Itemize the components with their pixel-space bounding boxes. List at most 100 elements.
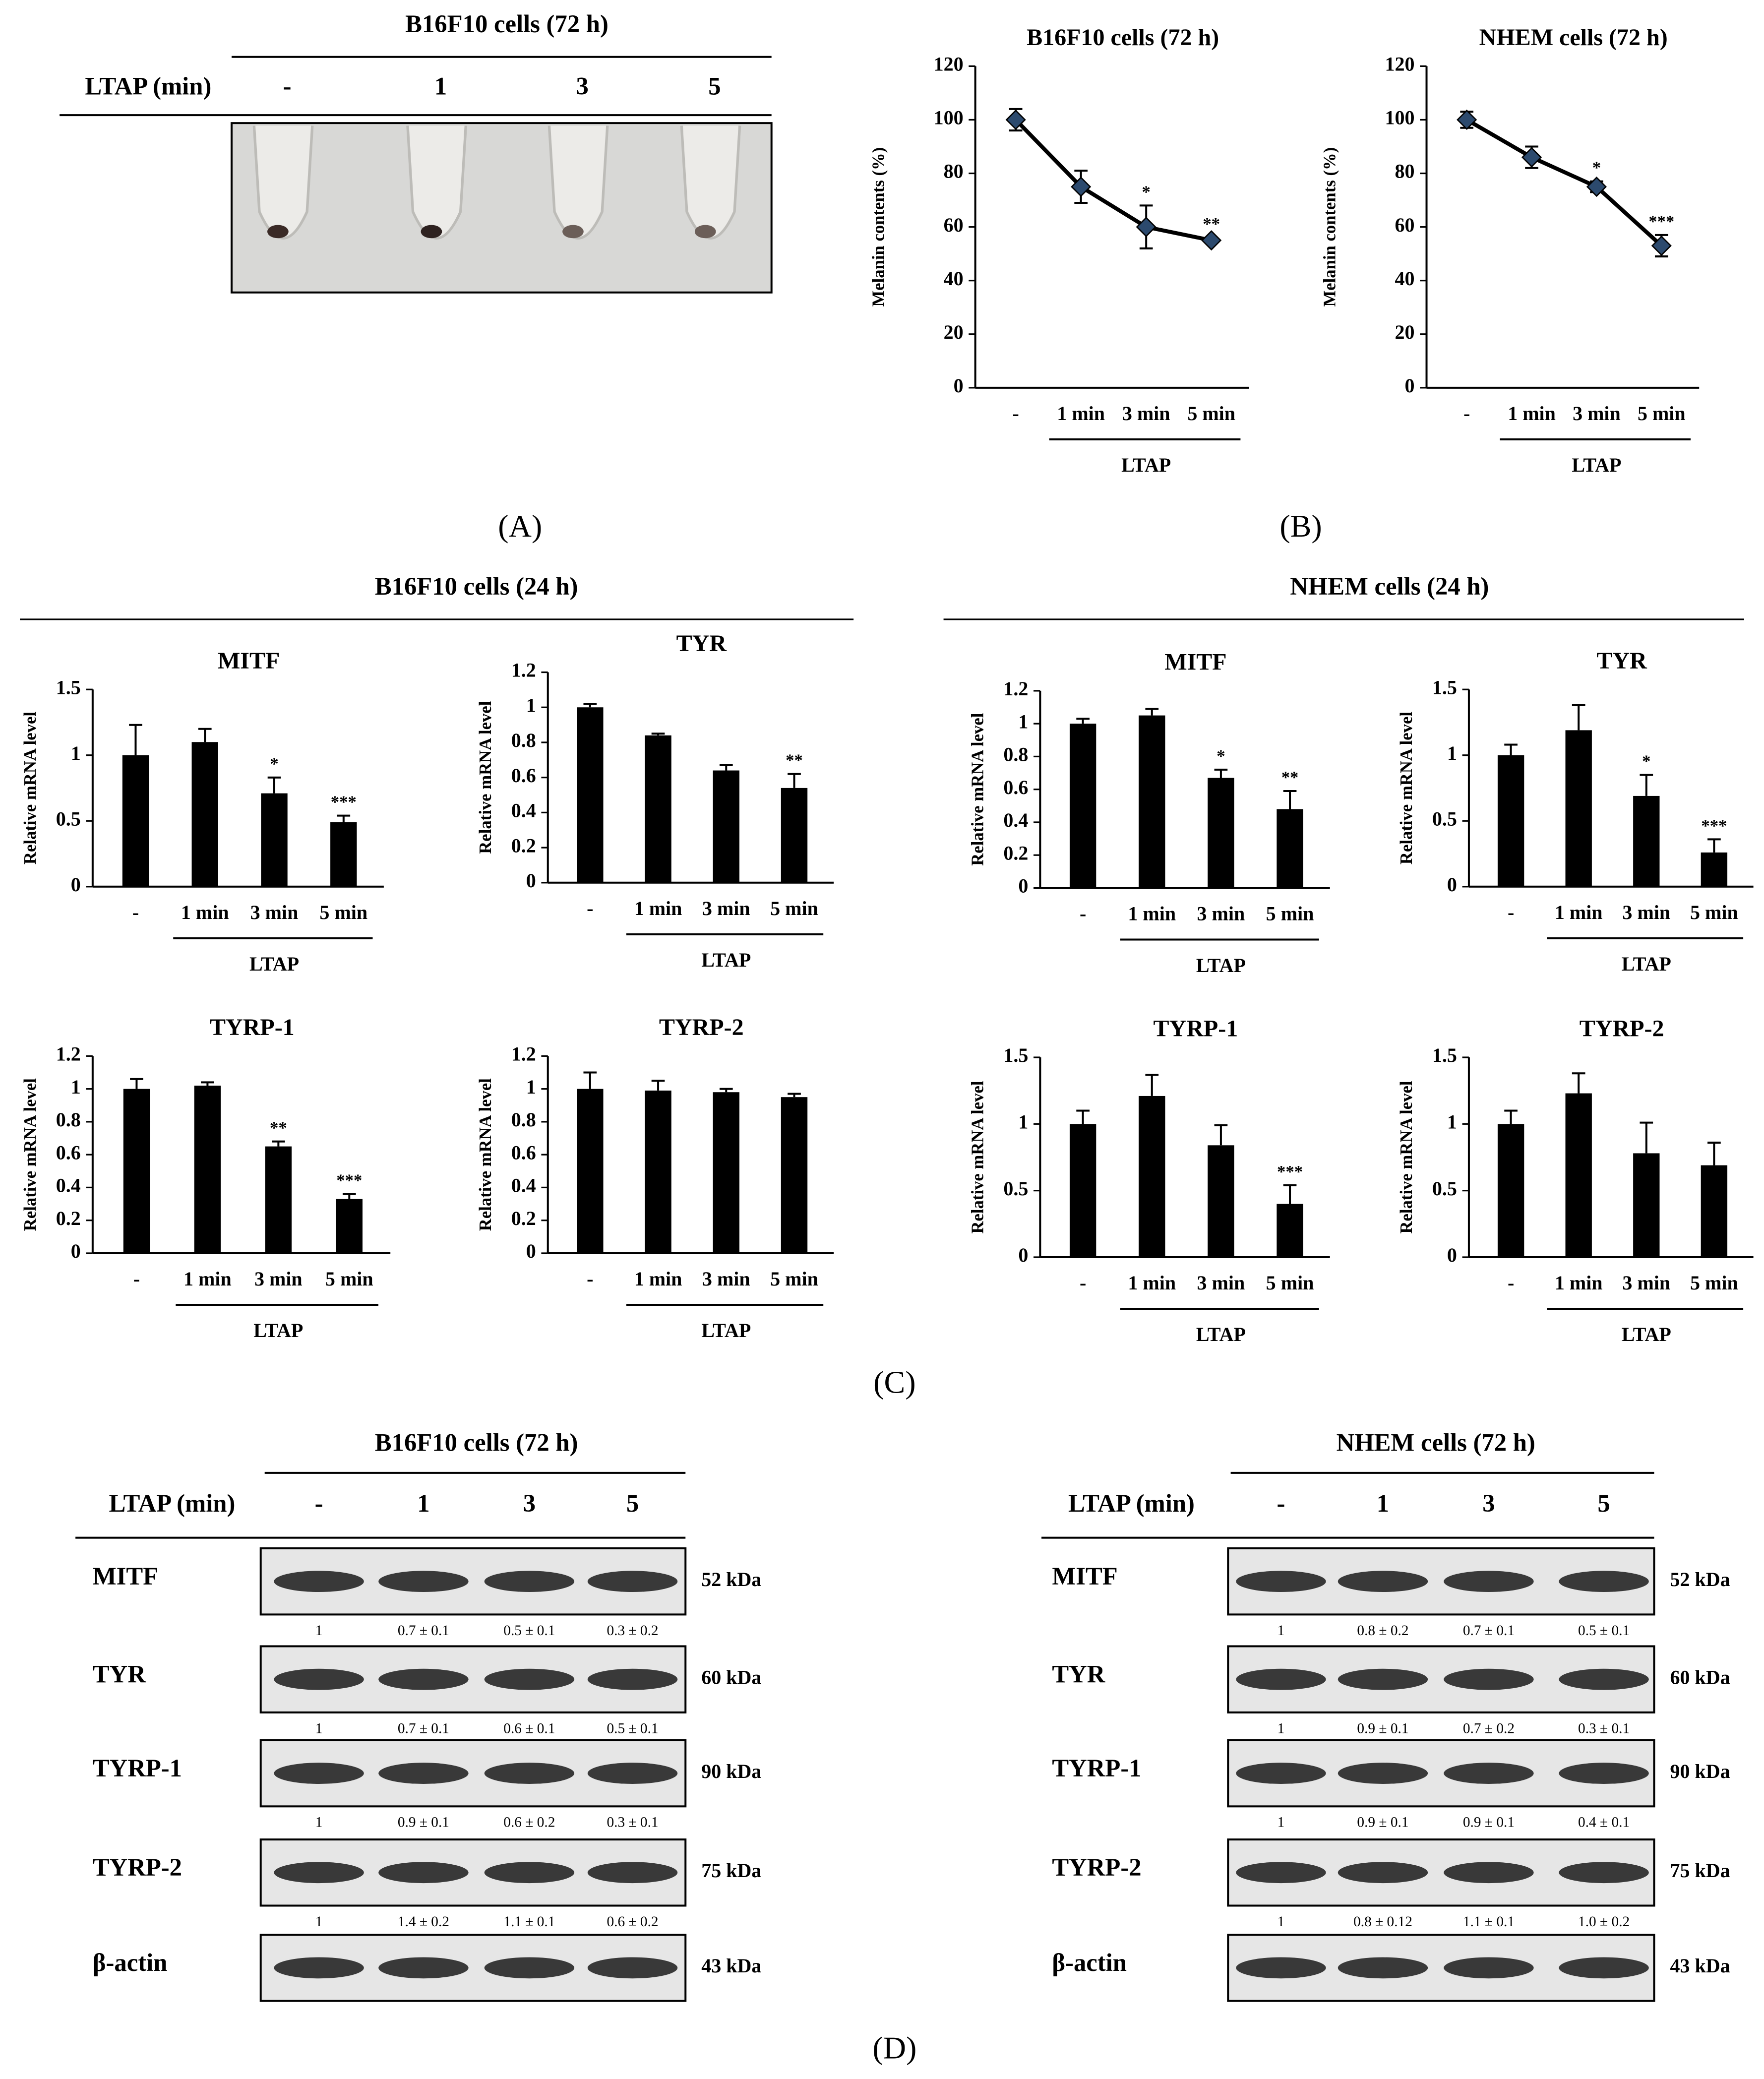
bar [123,1089,150,1253]
y-tick-label: 0.6 [56,1141,81,1163]
blot-band [484,1957,575,1979]
size-label: 75 kDa [701,1859,761,1882]
x-tick-label: 3 min [1197,1272,1245,1294]
quant-label: 0.6 ± 0.2 [607,1914,658,1930]
lane-label: 3 [523,1489,536,1517]
error-bar [1707,838,1721,853]
y-axis-label: Relative mRNA level [20,1078,40,1231]
blot-band [484,1571,575,1592]
panel-a-title: B16F10 cells (72 h) [405,10,608,38]
x-tick-label: - [1080,903,1086,925]
lane-label: 3 [576,72,588,100]
quant-label: 0.9 ± 0.1 [398,1815,449,1831]
chart-title: TYRP-2 [1580,1016,1664,1042]
protein-label: TYRP-2 [1052,1853,1141,1881]
y-tick-label: 1.5 [56,676,81,698]
row-label: LTAP (min) [1068,1489,1195,1517]
chart-title: MITF [218,648,280,674]
y-tick-label: 0.8 [1003,743,1028,766]
quant-label: 0.3 ± 0.1 [607,1815,658,1831]
bar [1565,1093,1592,1257]
blot-band [1444,1571,1534,1592]
bar [194,1085,221,1253]
y-tick-label: 0 [1447,873,1457,896]
marker [1586,177,1607,197]
y-tick-label: 0.2 [511,834,536,856]
y-tick-label: 1.2 [511,1043,536,1065]
x-tick-label: - [1508,901,1514,923]
x-tick-label: - [1080,1272,1086,1294]
x-tick-label: 3 min [702,897,750,919]
y-tick-label: 0.6 [511,764,536,787]
blot-band [1236,1862,1326,1884]
blot-band [1236,1668,1326,1690]
bar [1701,1165,1728,1257]
bar [577,1089,604,1253]
y-tick-label: 1.5 [1432,676,1457,698]
y-tick-label: 1 [526,694,536,716]
blot-band [1559,1862,1649,1884]
x-tick-label: - [1012,402,1019,425]
bar [1069,724,1096,888]
lane-label: 5 [1597,1489,1610,1517]
y-tick-label: 1.2 [56,1043,81,1065]
size-label: 43 kDa [1670,1955,1730,1977]
section-title: NHEM cells (24 h) [1290,572,1489,600]
error-bar [129,724,142,755]
y-tick-label: 0 [1018,875,1028,897]
x-tick-label: 5 min [1266,903,1314,925]
lane-label: 1 [417,1489,429,1517]
chart-title: TYR [676,630,728,657]
group-label: LTAP [1572,454,1621,476]
protein-label: TYRP-1 [93,1754,182,1782]
y-tick-label: 1.5 [1432,1044,1457,1066]
y-tick-label: 60 [944,214,964,236]
x-tick-label: 3 min [254,1268,303,1290]
y-axis-label: Relative mRNA level [968,1081,987,1233]
error-bar [201,1081,214,1086]
blot-band [587,1571,678,1592]
tube [252,125,314,240]
blot-band [484,1668,575,1690]
bar [1208,1145,1234,1257]
chart-title: TYR [1596,648,1647,674]
quant-label: 0.4 ± 0.1 [1578,1815,1630,1831]
quant-label: 0.3 ± 0.1 [1578,1720,1630,1736]
group-label: LTAP [1622,953,1671,975]
blot-band [1444,1763,1534,1784]
significance: *** [1648,212,1674,231]
quant-label: 1.0 ± 0.2 [1578,1914,1630,1930]
y-tick-label: 0.5 [1432,1177,1457,1200]
blot-band [587,1957,678,1979]
significance: * [270,754,278,774]
chart-title: NHEM cells (72 h) [1479,24,1668,51]
error-bar [1572,704,1585,731]
blot-title: B16F10 cells (72 h) [375,1428,578,1456]
protein-label: TYRP-2 [93,1853,182,1881]
y-tick-label: 1 [1018,1111,1028,1133]
y-tick-label: 0.4 [56,1174,81,1197]
significance: *** [1277,1162,1303,1181]
marker [1521,147,1542,168]
x-tick-label: 5 min [770,1268,818,1290]
y-axis-label: Relative mRNA level [1397,712,1416,864]
x-tick-label: 1 min [1128,1272,1176,1294]
bar [1139,1096,1165,1257]
quant-label: 0.5 ± 0.1 [1578,1623,1630,1639]
bar [191,742,218,887]
y-tick-label: 0 [1405,374,1415,397]
lane-label: 5 [708,72,721,100]
x-tick-label: 1 min [1555,1272,1603,1294]
y-tick-label: 1.5 [1003,1044,1028,1066]
protein-label: MITF [1052,1562,1117,1590]
chart-title: TYRP-1 [210,1014,295,1040]
error-bar [583,703,597,708]
x-tick-label: 3 min [1197,903,1245,925]
lane-label: - [315,1489,323,1517]
x-tick-label: 1 min [634,897,682,919]
significance: *** [331,793,357,812]
quant-label: 1 [1277,1720,1285,1736]
panel-label: (B) [1279,508,1322,544]
